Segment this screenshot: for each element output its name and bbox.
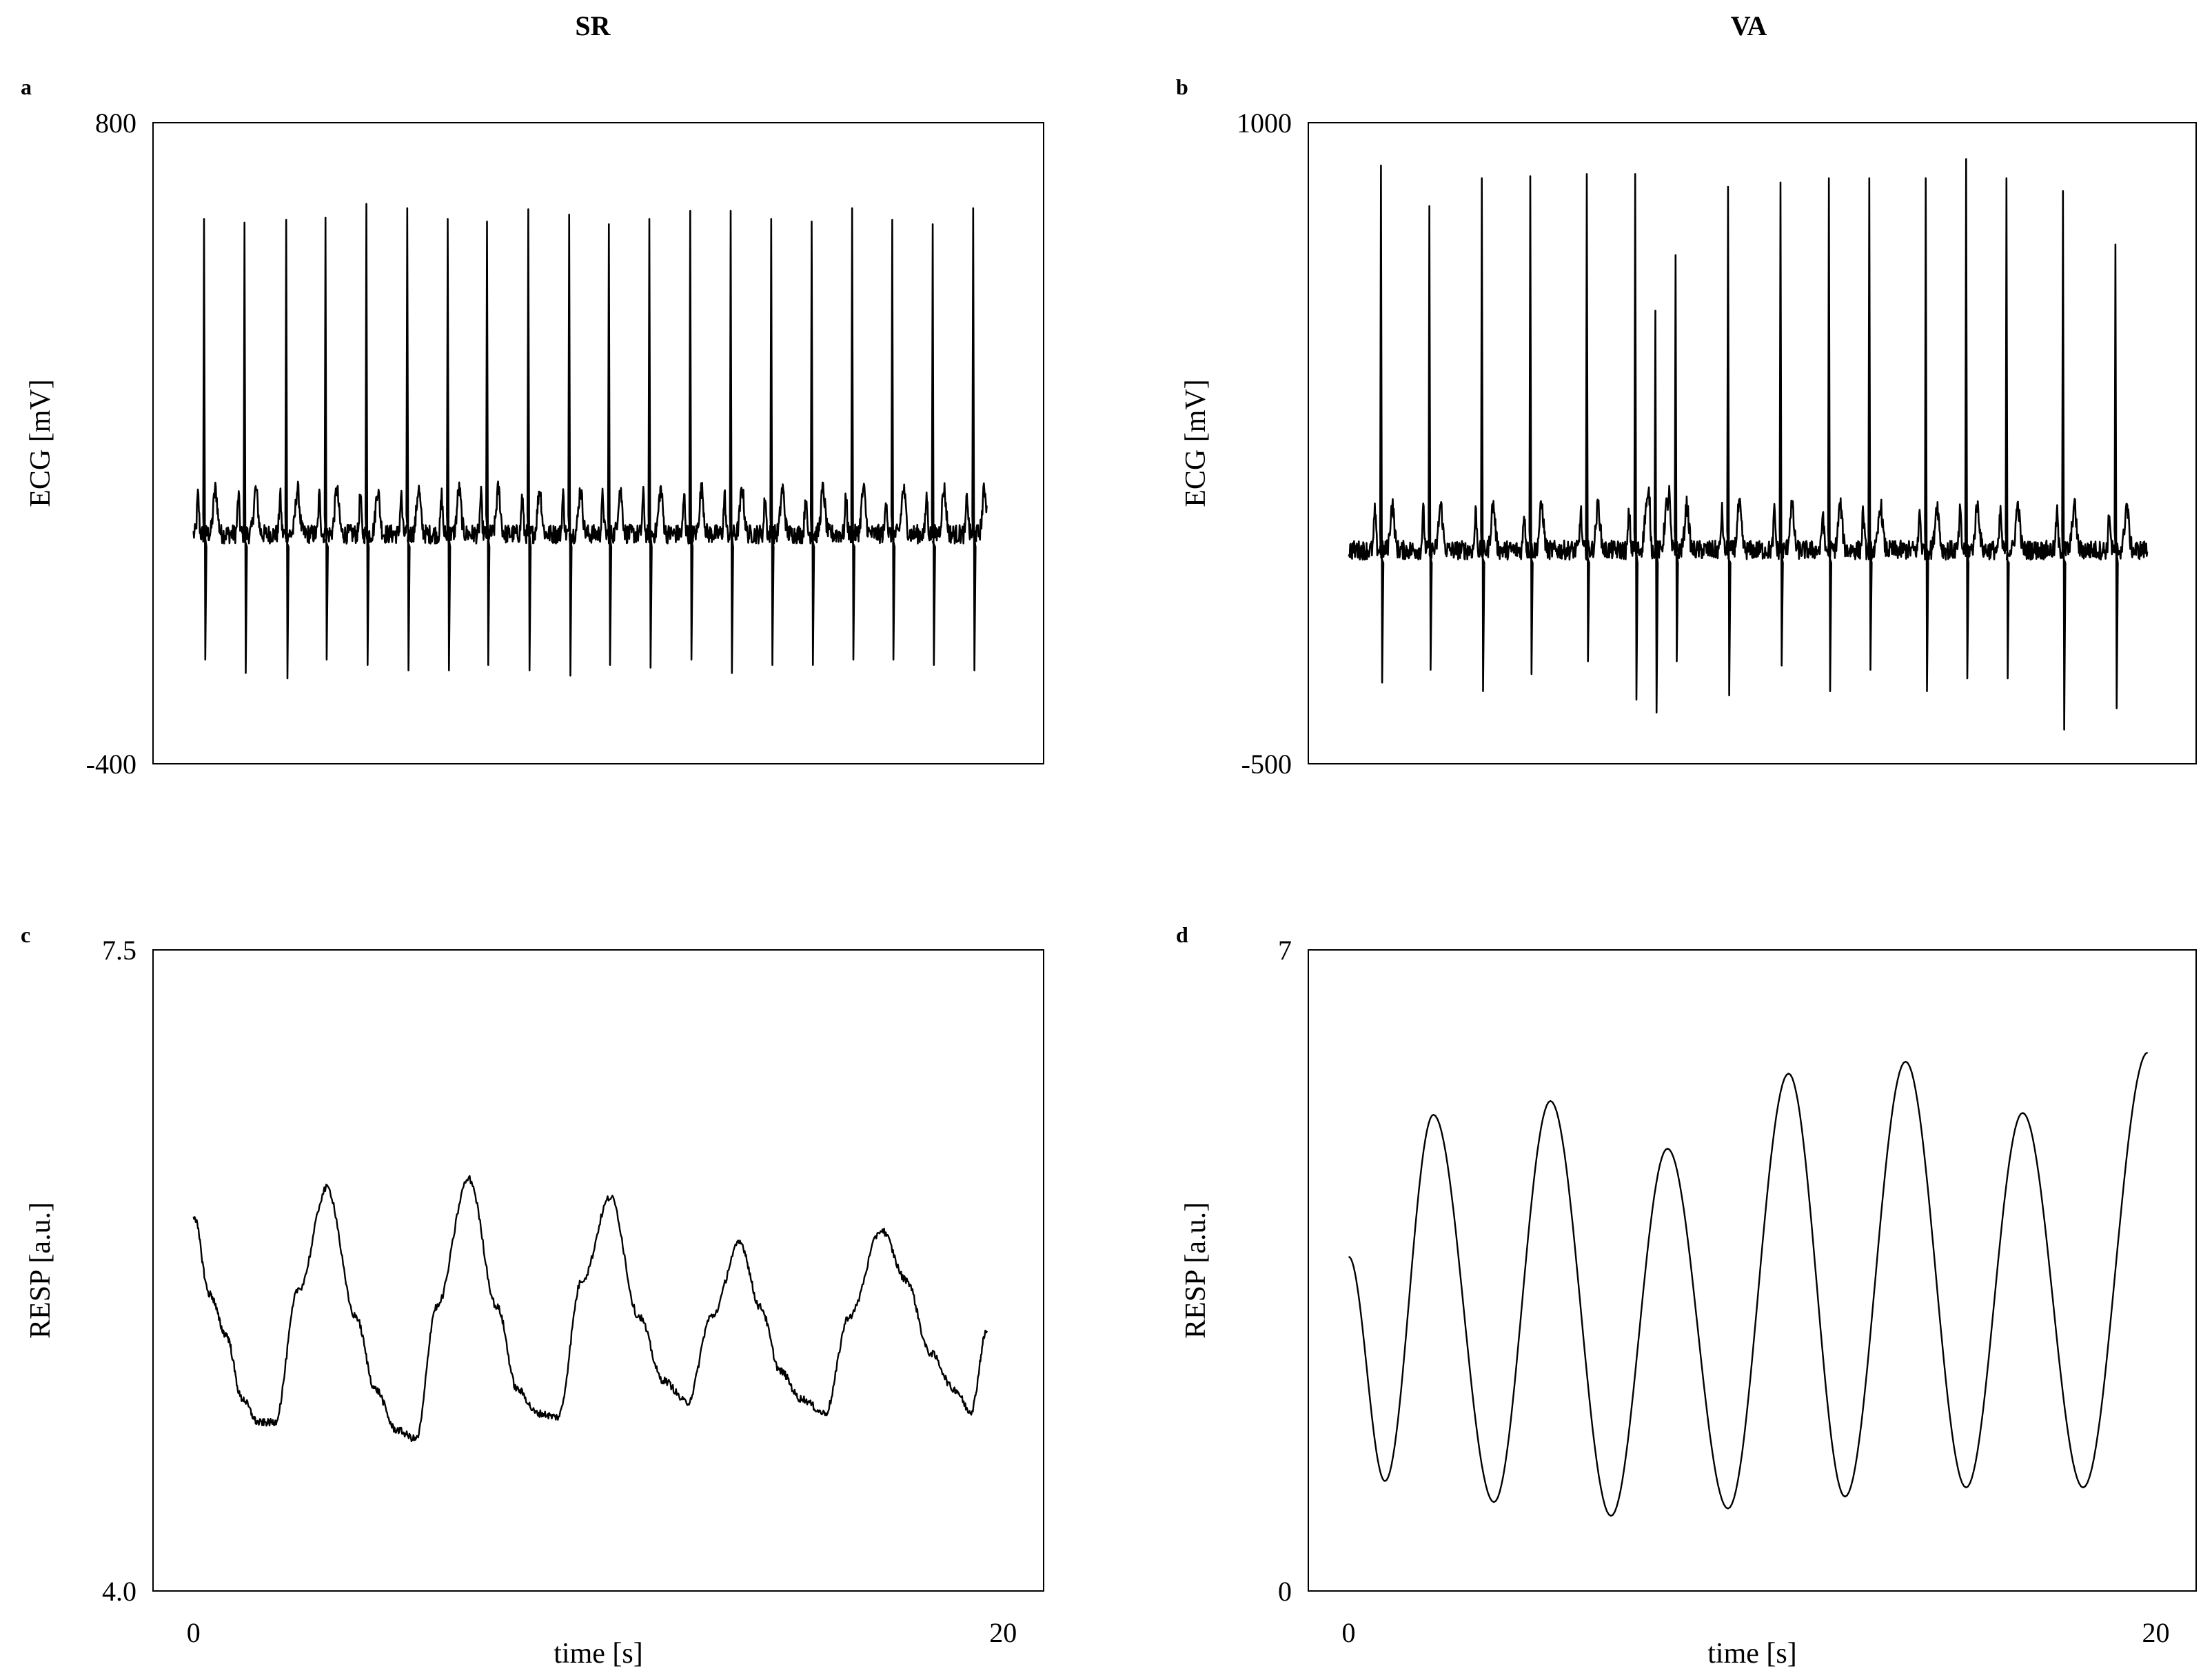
chart-c-x-tick-0: 0 [187, 1617, 201, 1648]
panel-letter-b: b [1176, 74, 1188, 99]
chart-a-y-axis-label: ECG [mV] [25, 379, 57, 507]
chart-c-x-tick-1: 20 [989, 1617, 1017, 1648]
panel-letter-c: c [21, 922, 31, 947]
chart-c-y-tick-top: 7.5 [102, 935, 136, 966]
chart-d-x-tick-0: 0 [1342, 1617, 1356, 1648]
chart-d-plot-frame [1308, 949, 2197, 1592]
chart-d-series-line-0 [1348, 1051, 2149, 1517]
chart-d-x-tick-1: 20 [2142, 1617, 2169, 1648]
chart-b-y-tick-bottom: -500 [1241, 749, 1292, 780]
chart-d-x-axis-label: time [s] [1707, 1638, 1796, 1670]
chart-b-series-line-0 [1348, 158, 2149, 731]
chart-c-y-axis-label: RESP [a.u.] [25, 1202, 57, 1339]
chart-b-y-tick-top: 1000 [1237, 108, 1292, 139]
chart-d-y-tick-top: 7 [1278, 935, 1292, 966]
chart-b-y-axis-label: ECG [mV] [1180, 379, 1212, 507]
chart-c-y-tick-bottom: 4.0 [102, 1576, 136, 1607]
chart-a-y-tick-bottom: -400 [86, 749, 136, 780]
chart-c-plot-frame [152, 949, 1044, 1592]
chart-a-series-line-0 [192, 203, 988, 680]
chart-d-y-axis-label: RESP [a.u.] [1180, 1202, 1212, 1339]
chart-a-y-tick-top: 800 [95, 108, 136, 139]
panel-letter-a: a [21, 74, 32, 99]
chart-c-x-axis-label: time [s] [554, 1638, 642, 1670]
column-title-sr: SR [575, 10, 611, 41]
chart-c-series-line-0 [192, 1175, 988, 1442]
chart-b-plot-frame [1308, 122, 2197, 764]
chart-d-y-tick-bottom: 0 [1278, 1576, 1292, 1607]
panel-letter-d: d [1176, 922, 1188, 947]
chart-a-plot-frame [152, 122, 1044, 764]
column-title-va: VA [1730, 10, 1767, 41]
